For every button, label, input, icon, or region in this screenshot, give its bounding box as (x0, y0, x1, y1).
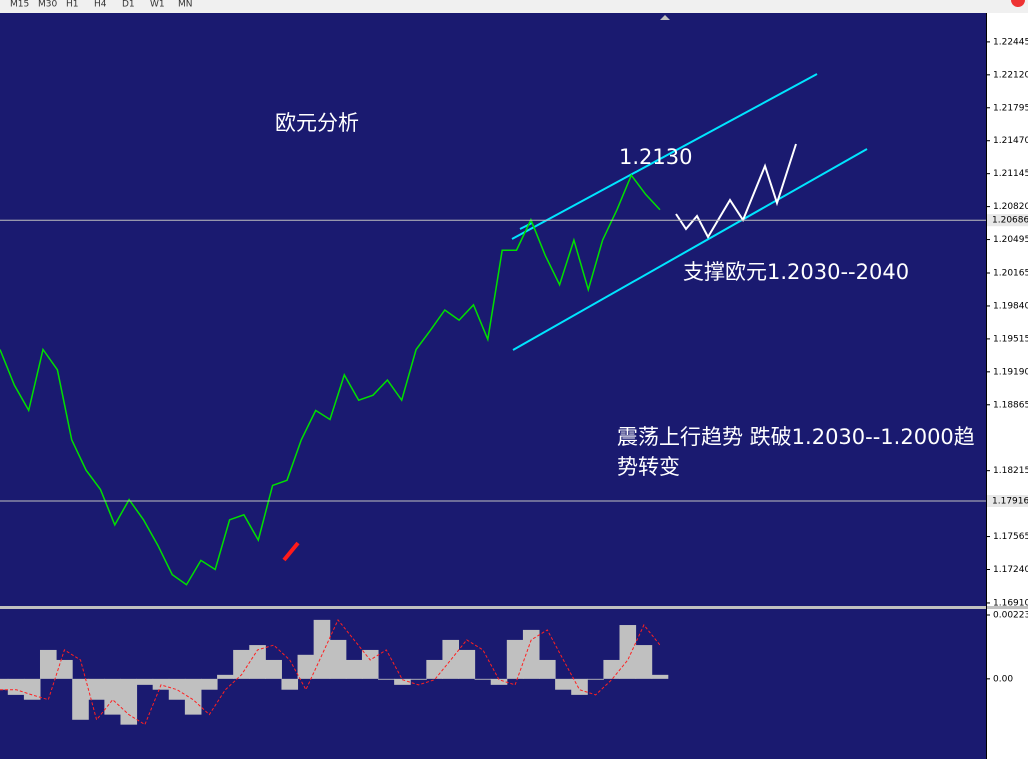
price-level-box (987, 494, 1028, 507)
signal-line (0, 618, 661, 726)
channel-lower (512, 148, 868, 351)
toolbar-button[interactable]: MN (178, 0, 193, 10)
histogram-bar (233, 649, 250, 679)
y-tick-label: 1.17565 (993, 532, 1028, 542)
arrow-marker (282, 541, 300, 562)
y-tick-label: 1.20495 (993, 235, 1028, 245)
histogram-bar (104, 678, 121, 715)
histogram-bar (426, 659, 443, 679)
annotation: 势转变 (617, 455, 680, 479)
histogram-bar (56, 659, 73, 679)
toolbar (0, 0, 1028, 13)
histogram-bar (506, 639, 524, 679)
histogram-bar (265, 659, 282, 679)
annotation: 支撑欧元1.2030--2040 (683, 260, 909, 284)
histogram-bar (72, 678, 89, 720)
annotation: 欧元分析 (275, 111, 359, 135)
y-tick-label: 1.20820 (993, 202, 1028, 212)
histogram-bar (474, 678, 492, 680)
histogram-bar (442, 639, 460, 679)
channel-upper-short (519, 222, 533, 230)
toolbar-button[interactable]: H4 (94, 0, 107, 10)
histogram-bar (23, 678, 41, 700)
histogram-bar (555, 678, 572, 690)
price-level-box (987, 214, 1028, 227)
toolbar-button[interactable]: M15 (10, 0, 29, 10)
y-tick-label: 1.21470 (993, 136, 1028, 146)
histogram-bar (651, 674, 669, 679)
histogram-bar (458, 649, 476, 679)
close-icon[interactable] (1011, 0, 1025, 7)
toolbar-button[interactable]: M30 (38, 0, 57, 10)
channel-upper (511, 73, 818, 240)
annotation: 1.2130 (619, 145, 692, 169)
y-tick-label: 1.18215 (993, 466, 1028, 476)
histogram-bar (329, 639, 347, 679)
histogram-bar (571, 678, 588, 695)
histogram-bar (378, 678, 395, 680)
y-tick-label: 1.17240 (993, 565, 1028, 575)
toolbar-button[interactable]: H1 (66, 0, 79, 10)
annotation: 震荡上行趋势 跌破1.2030--1.2000趋 (617, 425, 975, 449)
histogram-bar (635, 645, 653, 679)
y-tick-label: 1.22445 (993, 37, 1028, 47)
y-tick-label: 1.18865 (993, 400, 1028, 410)
histogram-bar (394, 678, 411, 685)
y-tick-label: 1.16910 (993, 598, 1028, 608)
histogram-bar (587, 678, 604, 680)
histogram-bar (490, 678, 508, 685)
y-tick-label: 1.21145 (993, 169, 1028, 179)
histogram-bar (152, 678, 170, 690)
histogram-bar (39, 649, 57, 679)
scroll-marker (660, 15, 670, 20)
y-tick-label: 0.00 (993, 674, 1013, 684)
y-tick-label: 1.19515 (993, 334, 1028, 344)
histogram-bar (120, 678, 138, 725)
histogram-bar (619, 625, 637, 679)
histogram-bar (313, 619, 331, 679)
histogram-bar (603, 659, 621, 679)
histogram-bar (361, 649, 379, 679)
histogram-bar (0, 678, 9, 690)
histogram-bar (249, 645, 266, 679)
histogram-bar (345, 659, 363, 679)
y-tick-label: 1.19190 (993, 367, 1028, 377)
y-tick-label: 1.19840 (993, 301, 1028, 311)
histogram-bar (539, 659, 556, 679)
histogram-bar (168, 678, 186, 700)
histogram-bar (217, 674, 234, 679)
y-tick-label: 1.22120 (993, 70, 1028, 80)
y-tick-label: 1.21795 (993, 103, 1028, 113)
price-level-label: 1.20686 (992, 216, 1028, 226)
price-line (0, 173, 661, 586)
toolbar-button[interactable]: W1 (150, 0, 165, 10)
price-level-label: 1.17916 (992, 496, 1028, 506)
y-tick-label: 1.20165 (993, 269, 1028, 279)
histogram-bar (410, 678, 427, 680)
histogram-bar (7, 678, 25, 695)
histogram-bar (136, 678, 154, 685)
histogram-bar (200, 678, 218, 690)
histogram-bar (297, 654, 315, 679)
y-tick-label: 0.00223 (993, 611, 1028, 621)
histogram-bar (88, 678, 105, 700)
histogram-bar (184, 678, 202, 715)
histogram-bar (522, 629, 540, 679)
projection-zigzag (675, 143, 797, 240)
toolbar-button[interactable]: D1 (122, 0, 135, 10)
histogram-bar (281, 678, 299, 690)
